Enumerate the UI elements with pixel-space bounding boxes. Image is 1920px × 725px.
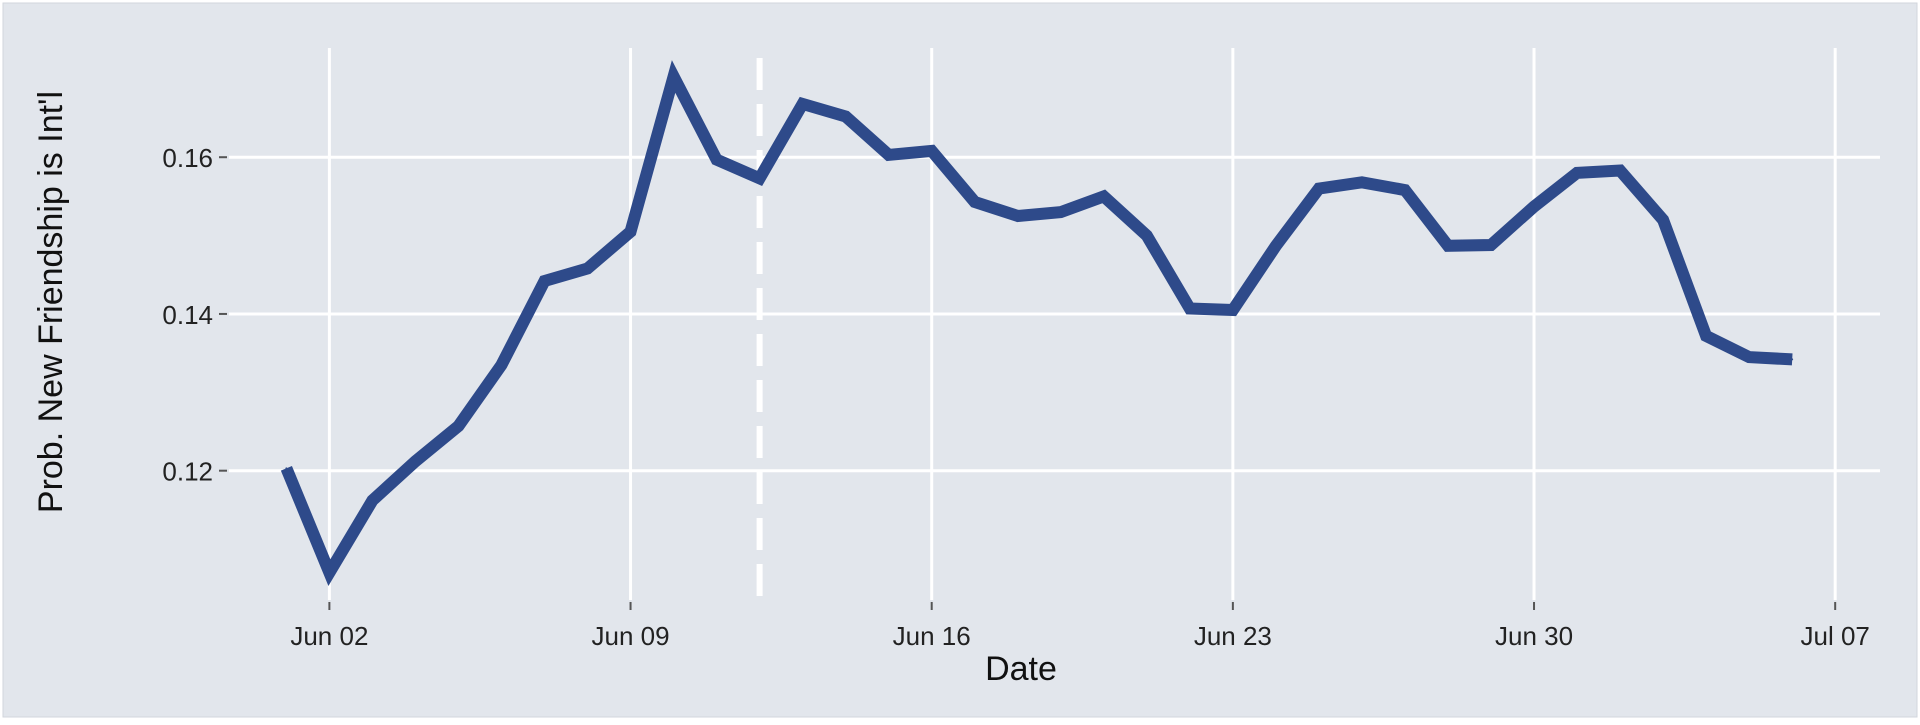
data-point	[758, 177, 761, 180]
x-tick-label: Jul 07	[1800, 621, 1869, 651]
data-point	[973, 200, 976, 203]
data-point	[1274, 244, 1277, 247]
data-point	[1705, 334, 1708, 337]
grid	[229, 48, 1880, 600]
data-point	[1533, 205, 1536, 208]
data-point	[887, 153, 890, 156]
data-point	[1403, 189, 1406, 192]
data-point	[1231, 309, 1234, 312]
series-line	[280, 60, 1793, 586]
data-point	[1059, 211, 1062, 214]
data-point	[500, 363, 503, 366]
data-point	[1490, 243, 1493, 246]
data-point	[1446, 244, 1449, 247]
y-axis-title: Prob. New Friendship is Int'l	[32, 91, 70, 513]
data-point	[457, 425, 460, 428]
x-tick-label: Jun 16	[893, 621, 971, 651]
x-tick-label: Jun 30	[1495, 621, 1573, 651]
data-point	[1360, 181, 1363, 184]
x-axis-ticks: Jun 02 Jun 09 Jun 16 Jun 23 Jun 30 Jul 07	[290, 602, 1870, 651]
x-tick-label: Jun 02	[290, 621, 368, 651]
series-layer	[280, 60, 1794, 586]
data-point	[801, 102, 804, 105]
data-point	[1662, 218, 1665, 221]
data-point	[1791, 358, 1794, 361]
x-axis-title: Date	[985, 650, 1057, 688]
y-axis-ticks: 0.12 0.14 0.16	[162, 143, 227, 487]
data-point	[371, 499, 374, 502]
data-point	[414, 460, 417, 463]
data-point	[285, 467, 288, 470]
x-tick-label: Jun 23	[1194, 621, 1272, 651]
data-point	[543, 280, 546, 283]
data-point	[1145, 234, 1148, 237]
data-point	[930, 149, 933, 152]
data-point	[586, 267, 589, 270]
data-point	[1619, 169, 1622, 172]
data-point	[629, 230, 632, 233]
data-point	[328, 571, 331, 574]
x-tick-label: Jun 09	[592, 621, 670, 651]
data-point	[844, 115, 847, 118]
data-point	[1317, 187, 1320, 190]
data-point	[715, 158, 718, 161]
data-point	[672, 75, 675, 78]
y-tick-label: 0.12	[162, 457, 213, 487]
y-tick-label: 0.16	[162, 143, 213, 173]
data-point	[1188, 307, 1191, 310]
data-point	[1102, 195, 1105, 198]
y-tick-label: 0.14	[162, 300, 213, 330]
data-point	[1576, 171, 1579, 174]
data-point	[1016, 214, 1019, 217]
data-point	[1748, 356, 1751, 359]
